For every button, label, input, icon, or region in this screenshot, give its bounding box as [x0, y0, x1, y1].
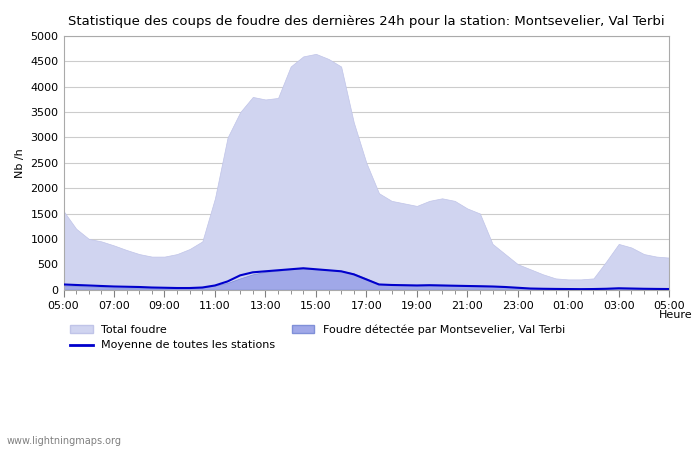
Title: Statistique des coups de foudre des dernières 24h pour la station: Montsevelier,: Statistique des coups de foudre des dern…: [68, 15, 665, 28]
Legend: Total foudre, Moyenne de toutes les stations, Foudre détectée par Montsevelier, : Total foudre, Moyenne de toutes les stat…: [66, 320, 570, 355]
Y-axis label: Nb /h: Nb /h: [15, 148, 25, 178]
X-axis label: Heure: Heure: [659, 310, 692, 320]
Text: www.lightningmaps.org: www.lightningmaps.org: [7, 436, 122, 446]
